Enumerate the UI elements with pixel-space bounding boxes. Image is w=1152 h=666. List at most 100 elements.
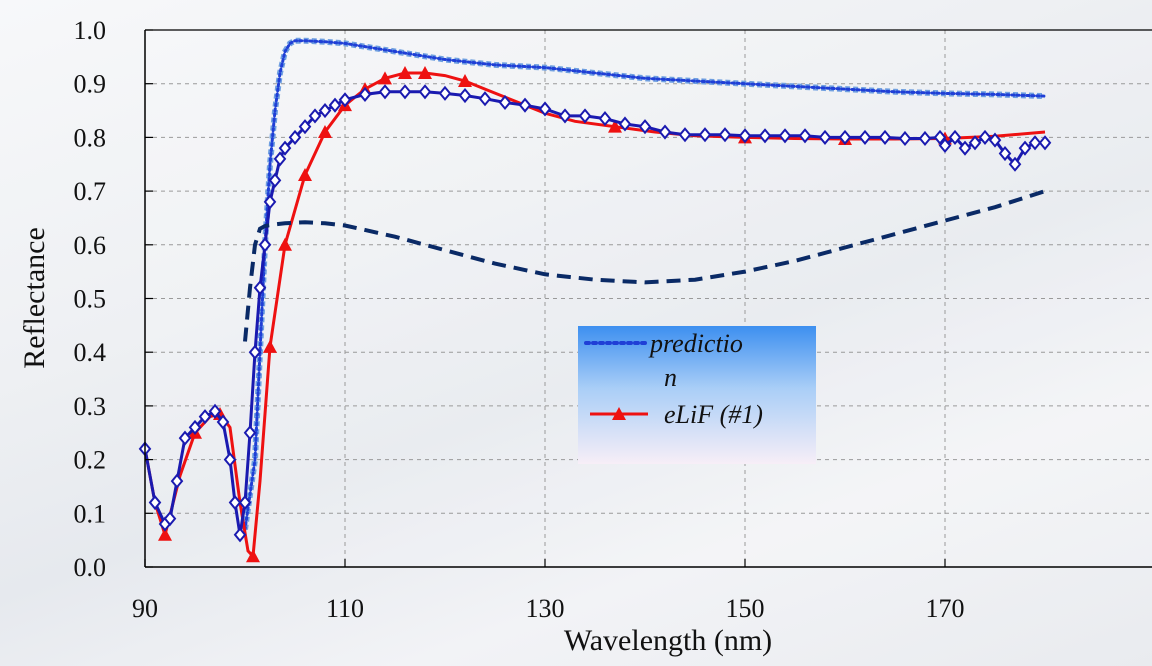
measured-point xyxy=(308,108,322,124)
measured-point xyxy=(1008,156,1022,172)
measured-point xyxy=(968,135,982,151)
x-tick-label: 170 xyxy=(926,594,965,623)
measured-point xyxy=(578,108,592,124)
measured-point xyxy=(170,473,184,489)
elif-point xyxy=(158,527,172,541)
measured-point xyxy=(758,128,772,144)
x-axis-title: Wavelength (nm) xyxy=(564,624,772,657)
measured-point xyxy=(238,494,252,511)
measured-point xyxy=(558,108,572,124)
measured-point xyxy=(358,86,372,103)
elif-point xyxy=(318,125,332,139)
measured-point xyxy=(338,92,352,108)
measured-point xyxy=(678,127,692,143)
measured-point xyxy=(898,130,912,147)
legend-label-prediction-line2: n xyxy=(664,363,677,392)
y-tick-label: 0.4 xyxy=(74,338,107,367)
measured-point xyxy=(288,129,302,145)
measured-point xyxy=(698,127,712,143)
y-tick-label: 0.9 xyxy=(74,70,107,99)
elif-point xyxy=(418,65,432,79)
y-tick-label: 0.2 xyxy=(74,446,107,475)
tick-labels: 90 110 130 150 170 0.0 0.1 0.2 0.3 0.4 0.5 0.6 0.7 0.… xyxy=(74,16,965,623)
legend: predictio n eLiF (#1) xyxy=(578,326,816,464)
legend-box xyxy=(578,326,816,464)
grid xyxy=(145,30,1152,567)
measured-point xyxy=(998,145,1012,162)
measured-point xyxy=(1028,135,1042,151)
measured-point xyxy=(458,87,472,104)
measured-point xyxy=(278,140,292,156)
measured-point xyxy=(268,172,282,188)
x-tick-label: 130 xyxy=(526,594,565,623)
measured-point xyxy=(318,102,332,119)
measured-point xyxy=(878,129,892,145)
y-axis-title: Reflectance xyxy=(18,227,51,369)
measured-point xyxy=(208,403,222,419)
measured-point xyxy=(228,494,242,511)
measured-point xyxy=(258,237,272,253)
y-tick-label: 0.3 xyxy=(74,392,107,421)
measured-point xyxy=(918,130,932,147)
measured-point xyxy=(378,84,392,100)
measured-point xyxy=(938,137,952,154)
legend-label-prediction: predictio n xyxy=(648,329,743,392)
measured-point xyxy=(718,127,732,143)
elif-point xyxy=(246,549,260,563)
elif-point xyxy=(278,237,292,251)
y-tick-label: 0.0 xyxy=(74,553,107,582)
measured-point xyxy=(798,128,812,144)
elif-point xyxy=(263,339,277,353)
measured-point xyxy=(858,129,872,145)
measured-point xyxy=(738,128,752,144)
y-tick-label: 0.8 xyxy=(74,123,107,152)
measured-point xyxy=(988,132,1002,148)
measured-point xyxy=(518,97,532,113)
measured-point xyxy=(818,129,832,145)
measured-point xyxy=(216,414,230,430)
measured-point xyxy=(638,119,652,135)
axes xyxy=(144,29,1152,568)
x-tick-label: 110 xyxy=(326,594,364,623)
measured-point xyxy=(263,194,277,210)
x-tick-label: 90 xyxy=(132,594,158,623)
measured-point xyxy=(948,129,962,145)
measured-point xyxy=(958,140,972,156)
measured-point xyxy=(233,527,247,543)
measured-point xyxy=(398,84,412,100)
measured-point xyxy=(178,430,192,446)
legend-label-prediction-line1: predictio xyxy=(648,329,743,358)
measured-point xyxy=(328,97,342,113)
series-0 xyxy=(242,37,1047,531)
measured-point xyxy=(978,129,992,145)
measured-point xyxy=(243,425,257,441)
measured-point xyxy=(838,129,852,145)
measured-point xyxy=(223,452,237,468)
y-tick-label: 0.6 xyxy=(74,231,107,260)
series-3 xyxy=(243,189,1046,342)
measured-point xyxy=(1038,135,1052,151)
measured-point xyxy=(618,116,632,132)
dashed-line xyxy=(243,189,1046,342)
measured-point xyxy=(438,85,452,101)
measured-point xyxy=(598,111,612,127)
measured-point xyxy=(253,280,267,296)
legend-label-elif: eLiF (#1) xyxy=(664,400,763,429)
measured-point xyxy=(273,151,287,167)
y-tick-label: 0.5 xyxy=(74,285,107,314)
measured-point xyxy=(163,511,177,527)
measured-point xyxy=(148,494,162,511)
legend-marker-elif xyxy=(612,407,626,420)
measured-point xyxy=(198,409,212,425)
y-tick-label: 1.0 xyxy=(74,16,107,45)
prediction-line xyxy=(243,39,1047,531)
elif-point xyxy=(378,71,392,85)
y-tick-label: 0.7 xyxy=(74,177,107,206)
measured-point xyxy=(298,119,312,135)
elif-point xyxy=(298,167,312,181)
elif-point xyxy=(608,119,622,133)
measured-point xyxy=(248,344,262,360)
elif-point xyxy=(458,74,472,88)
measured-point xyxy=(933,129,947,145)
